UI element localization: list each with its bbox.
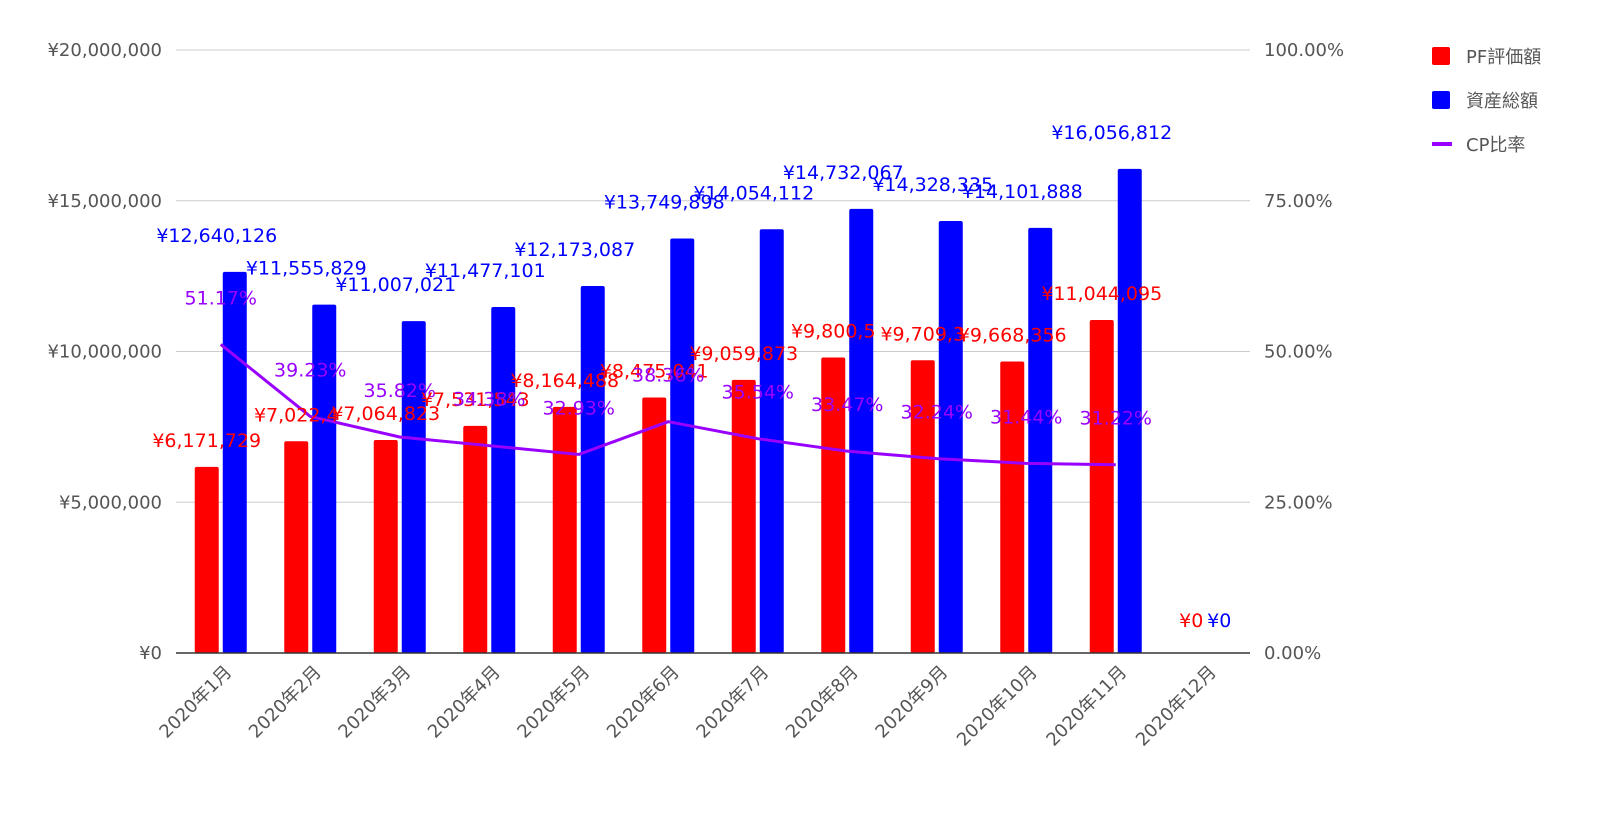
bar-assets xyxy=(402,321,426,653)
data-label-cp: 35.54% xyxy=(722,382,794,404)
data-label-cp: 34.38% xyxy=(453,389,525,411)
x-axis-tick-label: 2020年9月 xyxy=(871,662,952,743)
right-axis-tick-label: 25.00% xyxy=(1264,492,1333,513)
data-label-assets: ¥14,054,112 xyxy=(693,182,814,204)
data-label-cp: 31.44% xyxy=(990,406,1062,428)
bar-pf xyxy=(195,467,219,653)
left-axis-tick-label: ¥0 xyxy=(139,643,162,664)
data-label-pf: ¥9,709,3 xyxy=(880,323,965,345)
x-axis-tick-label: 2020年11月 xyxy=(1042,662,1131,751)
x-axis-tick-label: 2020年5月 xyxy=(513,662,594,743)
data-label-pf: ¥11,044,095 xyxy=(1041,283,1162,305)
legend-label-assets: 資産総額 xyxy=(1466,87,1538,113)
data-label-pf: ¥9,059,873 xyxy=(689,343,798,365)
legend-swatch-assets xyxy=(1432,91,1450,109)
data-label-pf: ¥7,022,4 xyxy=(254,404,339,426)
data-label-assets: ¥14,101,888 xyxy=(962,181,1083,203)
data-label-cp: 31.22% xyxy=(1080,408,1152,430)
bar-assets xyxy=(939,221,963,653)
data-label-cp: 38.36% xyxy=(632,365,704,387)
x-axis-tick-label: 2020年2月 xyxy=(245,662,326,743)
bar-pf xyxy=(284,441,308,653)
legend-line-cp xyxy=(1432,142,1452,146)
bar-assets xyxy=(581,286,605,653)
data-label-cp: 33.47% xyxy=(811,394,883,416)
bar-assets xyxy=(491,307,515,653)
legend-swatch-pf xyxy=(1432,47,1450,65)
bar-assets xyxy=(670,238,694,653)
left-axis-tick-label: ¥15,000,000 xyxy=(47,191,162,212)
x-axis-tick-label: 2020年3月 xyxy=(334,662,415,743)
left-axis-tick-label: ¥5,000,000 xyxy=(59,492,162,513)
data-label-assets: ¥16,056,812 xyxy=(1051,122,1172,144)
legend-label-cp: CP比率 xyxy=(1466,131,1525,157)
x-axis-tick-label: 2020年7月 xyxy=(692,662,773,743)
legend-item-cp[interactable]: CP比率 xyxy=(1432,122,1541,166)
bar-assets xyxy=(849,209,873,653)
bar-pf xyxy=(732,380,756,653)
right-axis-tick-label: 100.00% xyxy=(1264,40,1344,61)
x-axis-tick-label: 2020年4月 xyxy=(424,662,505,743)
left-axis-tick-label: ¥10,000,000 xyxy=(47,342,162,363)
x-axis-tick-label: 2020年1月 xyxy=(155,662,236,743)
legend-item-pf[interactable]: PF評価額 xyxy=(1432,34,1541,78)
data-label-assets: ¥11,477,101 xyxy=(425,260,546,282)
data-label-pf: ¥6,171,729 xyxy=(152,430,261,452)
bar-assets xyxy=(223,272,247,653)
x-axis-tick-label: 2020年6月 xyxy=(603,662,684,743)
data-label-cp: 39.23% xyxy=(274,359,346,381)
bar-pf xyxy=(463,426,487,653)
right-axis-tick-label: 0.00% xyxy=(1264,643,1321,664)
x-axis-tick-label: 2020年12月 xyxy=(1132,662,1221,751)
bar-pf xyxy=(1000,361,1024,653)
bar-pf xyxy=(642,397,666,653)
data-label-assets: ¥0 xyxy=(1207,610,1231,632)
right-axis-tick-label: 75.00% xyxy=(1264,191,1333,212)
data-label-pf: ¥9,800,5 xyxy=(791,321,876,343)
bar-assets xyxy=(312,305,336,653)
data-label-cp: 51.17% xyxy=(185,287,257,309)
x-axis-tick-label: 2020年8月 xyxy=(782,662,863,743)
left-axis-tick-label: ¥20,000,000 xyxy=(47,40,162,61)
legend-label-pf: PF評価額 xyxy=(1466,43,1541,69)
data-label-assets: ¥12,173,087 xyxy=(514,239,635,261)
bar-pf xyxy=(374,440,398,653)
legend: PF評価額 資産総額 CP比率 xyxy=(1432,34,1541,166)
data-label-cp: 32.24% xyxy=(901,402,973,424)
data-label-pf: ¥9,668,356 xyxy=(958,324,1067,346)
bar-pf xyxy=(553,407,577,653)
data-label-pf: ¥0 xyxy=(1179,610,1203,632)
right-axis-tick-label: 50.00% xyxy=(1264,342,1333,363)
data-label-cp: 32.93% xyxy=(543,397,615,419)
bar-pf xyxy=(1090,320,1114,653)
x-axis-tick-label: 2020年10月 xyxy=(953,662,1042,751)
legend-item-assets[interactable]: 資産総額 xyxy=(1432,78,1541,122)
data-label-assets: ¥12,640,126 xyxy=(156,225,277,247)
